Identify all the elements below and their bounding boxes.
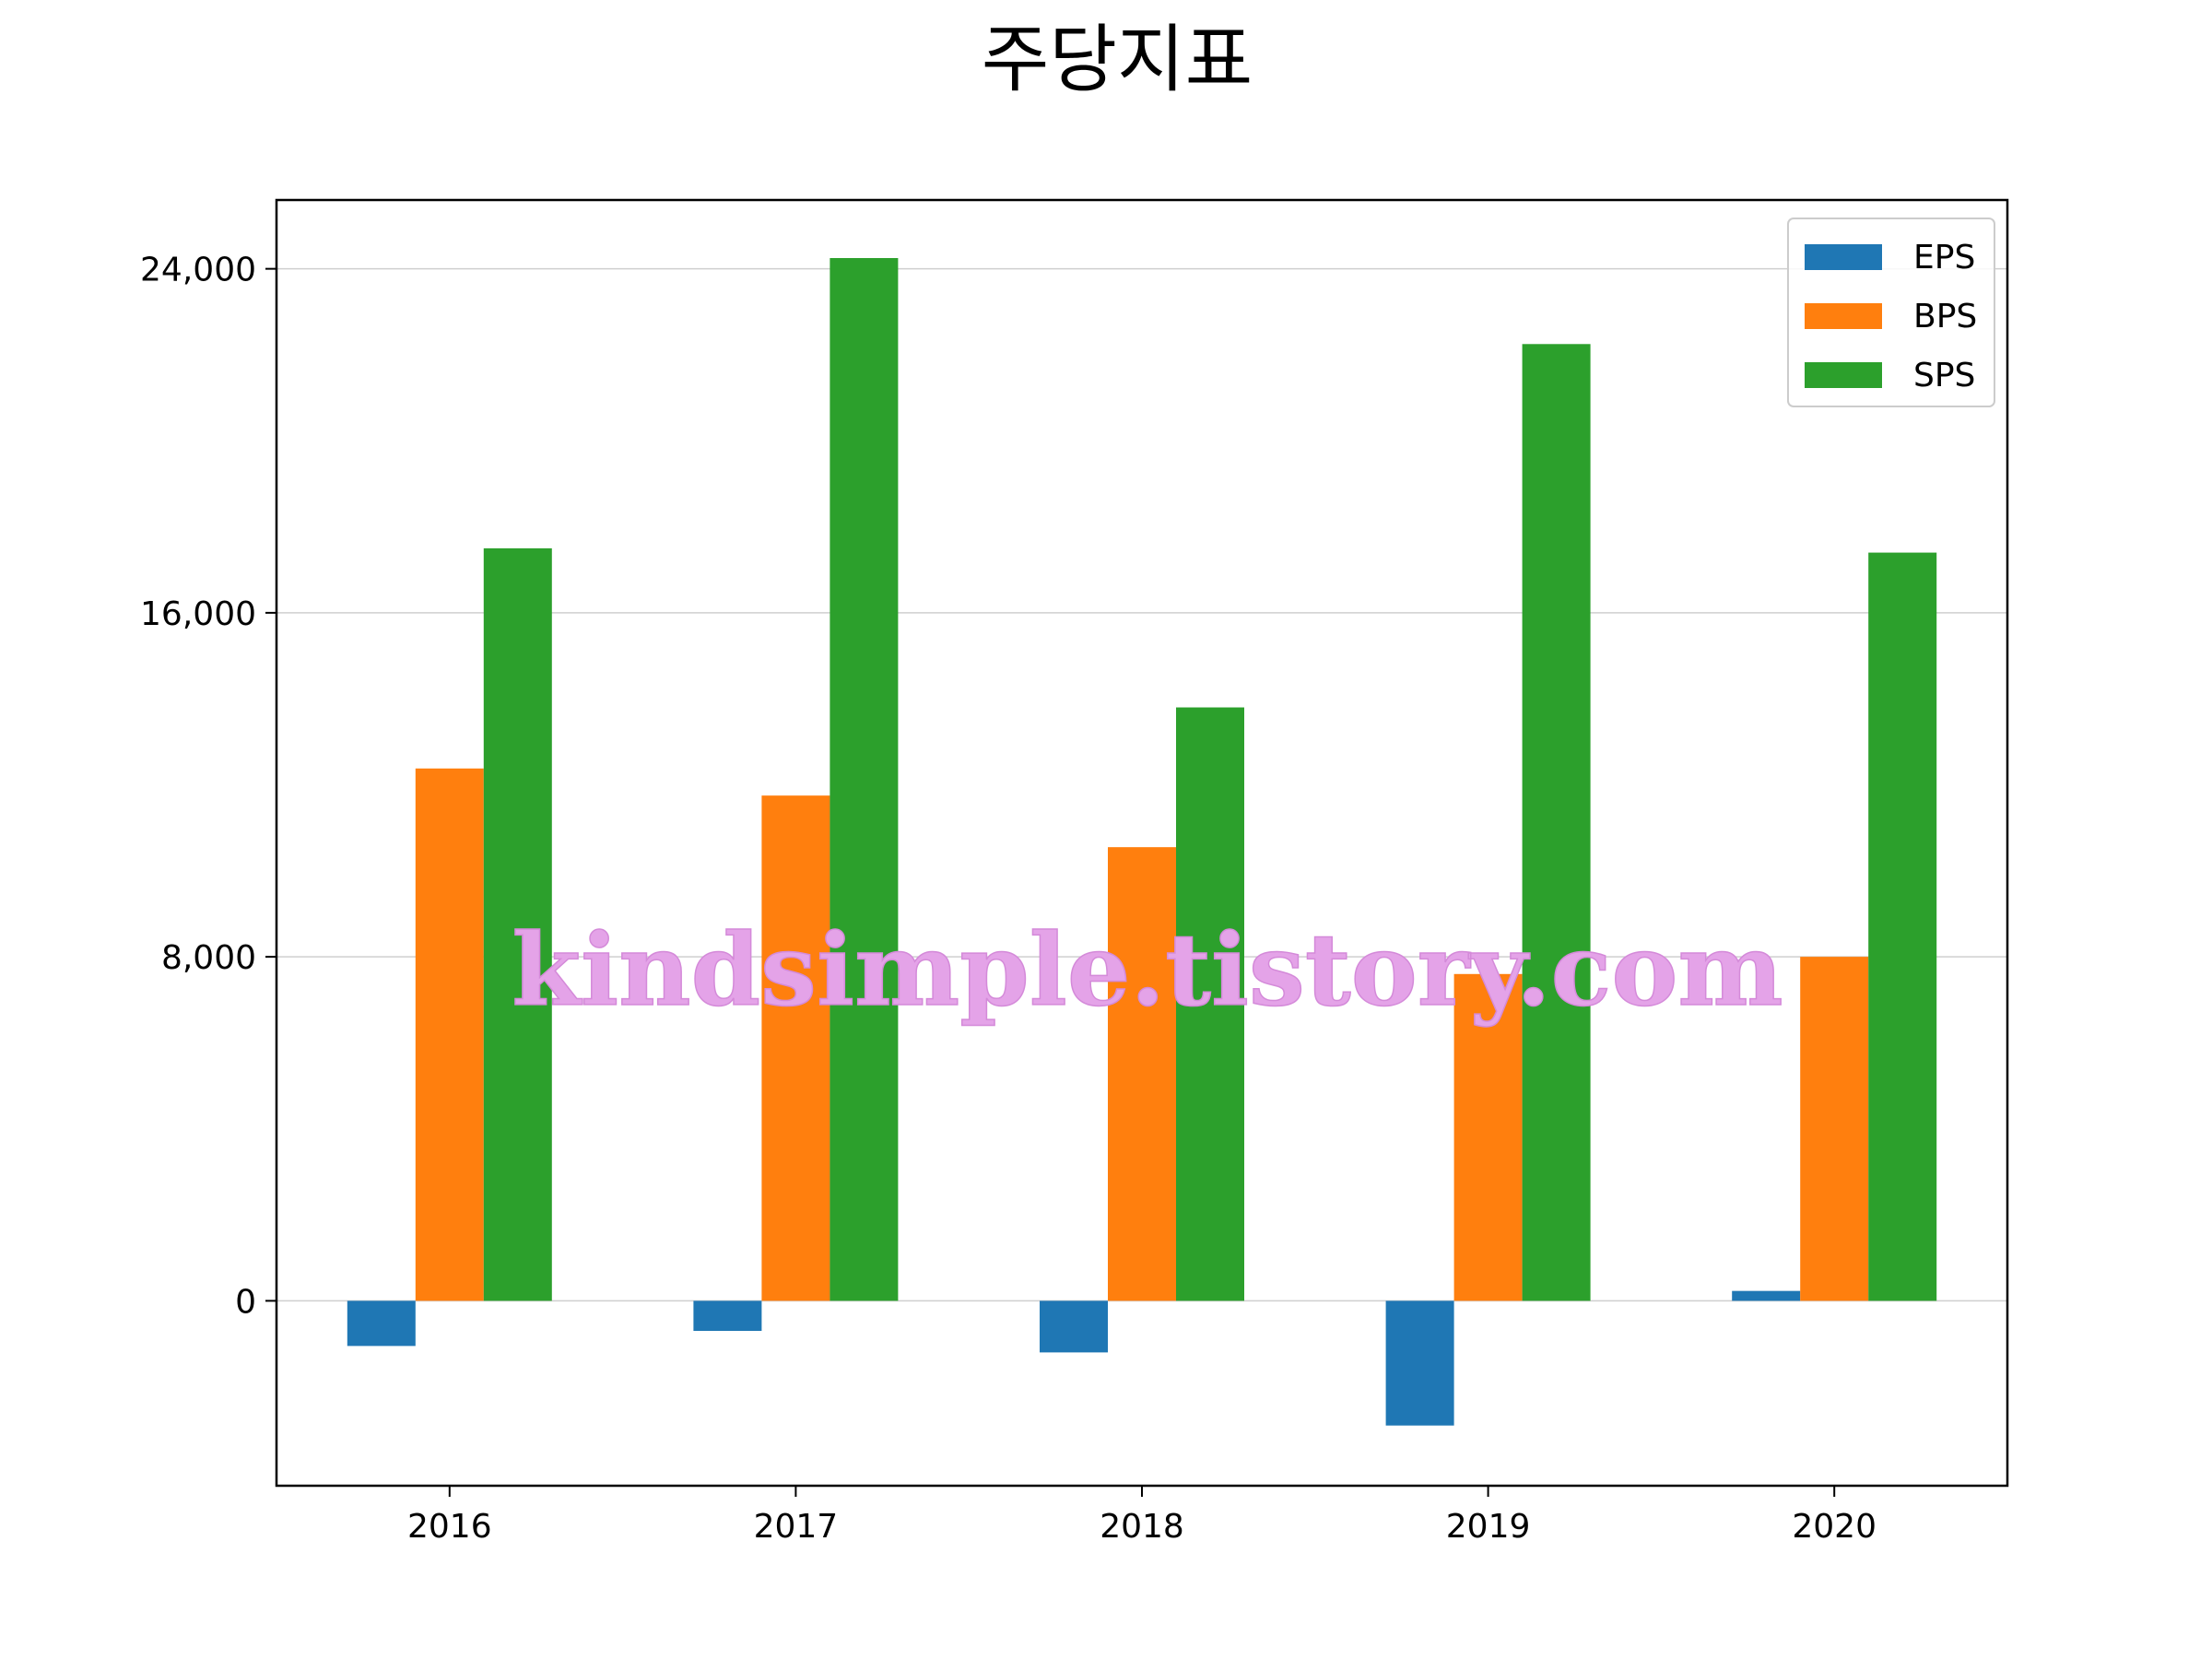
y-tick-label: 16,000 <box>140 595 256 633</box>
bar-bps-2019 <box>1453 973 1523 1301</box>
legend-label-sps: SPS <box>1913 357 1975 394</box>
y-tick-label: 8,000 <box>161 939 256 977</box>
plot-area: 0 8,000 16,000 24,000 2016 2017 2018 2019 2020 EP… <box>140 198 2009 1546</box>
bar-eps-2019 <box>1385 1300 1454 1426</box>
watermark-text: kindsimple.tistory.com <box>512 912 1783 1029</box>
bar-bps-2016 <box>415 768 484 1301</box>
bar-sps-2020 <box>1868 552 1937 1301</box>
x-tick-label: 2016 <box>407 1508 492 1546</box>
legend-swatch-eps <box>1805 244 1882 270</box>
y-tick-label: 24,000 <box>140 252 256 289</box>
x-tick-label: 2019 <box>1446 1508 1531 1546</box>
bar-sps-2018 <box>1176 707 1244 1301</box>
bar-eps-2016 <box>347 1300 416 1347</box>
bar-bps-2018 <box>1108 847 1176 1301</box>
x-tick-label: 2020 <box>1792 1508 1877 1546</box>
bar-eps-2018 <box>1040 1300 1108 1353</box>
legend-swatch-bps <box>1805 303 1882 329</box>
bar-sps-2017 <box>830 257 899 1301</box>
bar-eps-2017 <box>693 1300 762 1332</box>
legend-swatch-sps <box>1805 362 1882 388</box>
bar-eps-2020 <box>1732 1290 1801 1301</box>
bar-sps-2016 <box>483 547 552 1301</box>
y-tick-label: 0 <box>235 1283 256 1321</box>
x-tick-label: 2018 <box>1100 1508 1184 1546</box>
bar-sps-2019 <box>1522 344 1591 1301</box>
x-tick-label: 2017 <box>754 1508 839 1546</box>
legend: EPS BPS SPS <box>1787 218 1995 407</box>
legend-label-eps: EPS <box>1913 239 1975 276</box>
legend-label-bps: BPS <box>1913 298 1977 335</box>
bar-bps-2017 <box>761 795 830 1301</box>
chart-title: 주당지표 <box>982 17 1253 102</box>
bar-bps-2020 <box>1800 957 1869 1301</box>
